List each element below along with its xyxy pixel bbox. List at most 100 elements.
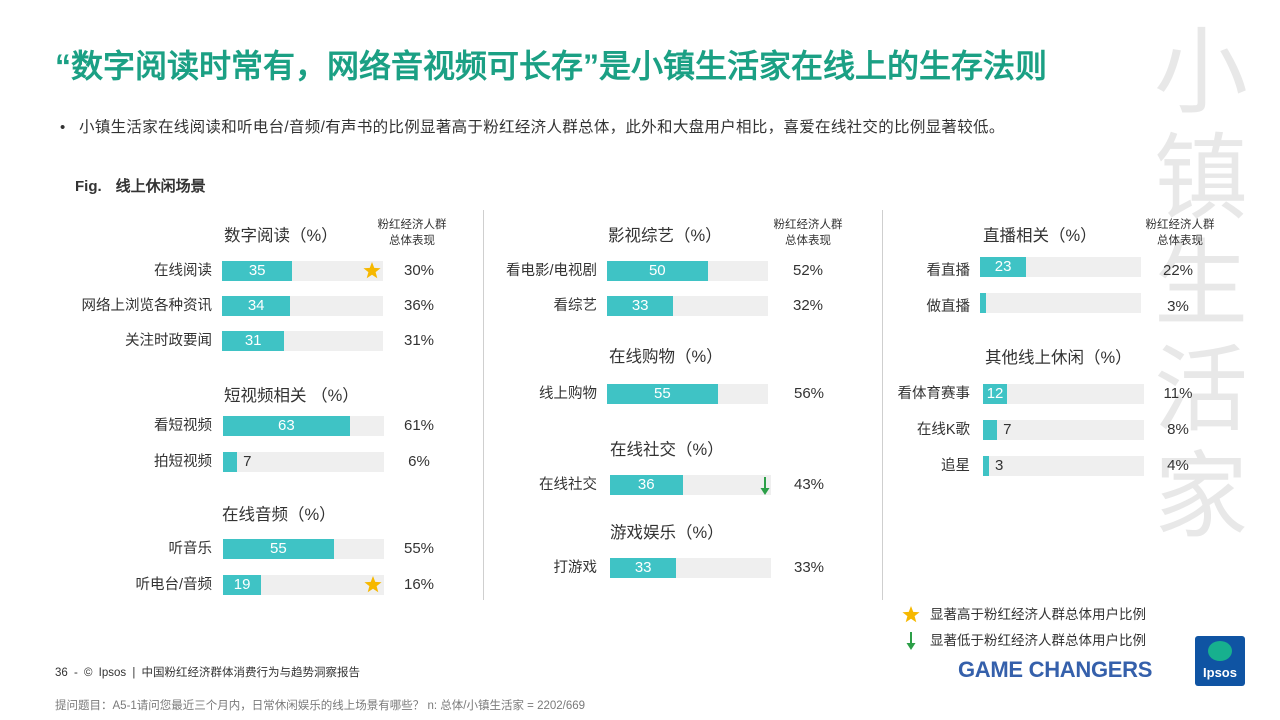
benchmark-value: 33% <box>779 558 839 578</box>
bar <box>610 475 683 495</box>
benchmark-suffix: % <box>1179 385 1193 402</box>
bar <box>223 575 262 595</box>
benchmark-number: 61 <box>403 417 421 434</box>
benchmark-number: 22 <box>1162 262 1180 279</box>
value-label: 63 <box>278 417 295 434</box>
benchmark-suffix: % <box>420 417 435 434</box>
row-label: 听电台/音频 <box>135 577 212 593</box>
chart-title: 短视频相关 （%） <box>224 387 359 405</box>
column-divider <box>882 210 883 600</box>
benchmark-number: 31 <box>403 332 421 349</box>
benchmark-number: 36 <box>403 297 421 314</box>
benchmark-header: 粉红经济人群 总体表现 <box>367 217 457 249</box>
bar <box>223 539 334 559</box>
bar <box>983 420 998 440</box>
benchmark-header: 粉红经济人群 总体表现 <box>1135 217 1225 249</box>
row-label: 看体育赛事 <box>897 386 971 402</box>
benchmark-header-line: 总体表现 <box>1157 235 1203 247</box>
benchmark-header-line: 粉红经济人群 <box>773 219 843 231</box>
bar <box>607 261 708 281</box>
row-label: 在线K歌 <box>916 422 970 438</box>
bar <box>980 257 1027 277</box>
bar <box>222 296 291 316</box>
value-label: 33 <box>631 297 649 314</box>
bar-track <box>223 452 384 472</box>
benchmark-value: 16% <box>389 575 449 595</box>
legend-text: 显著高于粉红经济人群总体用户比例 <box>930 607 1146 622</box>
legend-item-higher: 显著高于粉红经济人群总体用户比例 <box>902 605 1146 625</box>
row-label: 看直播 <box>926 263 971 279</box>
benchmark-suffix: % <box>420 262 435 279</box>
row-label: 在线社交 <box>539 477 597 493</box>
benchmark-suffix: % <box>1179 262 1194 279</box>
benchmark-header-line: 粉红经济人群 <box>377 219 447 231</box>
benchmark-header-line: 总体表现 <box>389 235 435 247</box>
figure-label: Fig. <box>75 178 102 195</box>
benchmark-number: 43 <box>793 476 811 493</box>
bar <box>223 416 350 436</box>
benchmark-value: 32% <box>778 296 838 316</box>
down-arrow-icon <box>760 477 770 495</box>
value-label: 50 <box>648 262 666 279</box>
bar <box>222 261 293 281</box>
benchmark-number: 8 <box>1167 421 1176 438</box>
figure-caption: Fig. 线上休闲场景 <box>75 177 206 197</box>
benchmark-value: 6% <box>389 452 449 472</box>
row-label: 在线阅读 <box>154 263 212 279</box>
benchmark-suffix: % <box>1175 421 1189 438</box>
star-icon <box>364 576 382 593</box>
value-label: 35 <box>248 262 266 279</box>
survey-question-note: 提问题目：A5-1请问您最近三个月内，日常休闲娱乐的线上场景有哪些？ n: 总体… <box>55 700 586 712</box>
benchmark-suffix: % <box>416 453 430 470</box>
value-label: 23 <box>994 258 1012 275</box>
bar <box>983 384 1008 404</box>
row-label: 看综艺 <box>553 298 598 314</box>
chart-title: 在线购物（%） <box>609 348 723 366</box>
benchmark-value: 8% <box>1148 420 1208 440</box>
figure-title: 线上休闲场景 <box>115 178 206 195</box>
bar <box>983 456 989 476</box>
benchmark-number: 30 <box>403 262 421 279</box>
benchmark-suffix: % <box>420 332 435 349</box>
value-label: 19 <box>233 576 251 593</box>
chart-title: 直播相关（%） <box>983 227 1097 245</box>
ipsos-logo: Ipsos <box>1195 636 1245 686</box>
bar-track <box>980 293 1141 313</box>
row-label: 做直播 <box>926 299 971 315</box>
benchmark-number: 56 <box>793 385 811 402</box>
benchmark-number: 11 <box>1163 385 1180 402</box>
benchmark-value: 43% <box>779 475 839 495</box>
bar <box>980 293 986 313</box>
bar-track <box>223 575 384 595</box>
bar <box>610 558 677 578</box>
legend-item-lower: 显著低于粉红经济人群总体用户比例 <box>902 631 1146 651</box>
benchmark-number: 33 <box>793 559 811 576</box>
benchmark-suffix: % <box>420 540 435 557</box>
chart-title: 其他线上休闲（%） <box>985 349 1132 367</box>
benchmark-number: 16 <box>403 576 421 593</box>
value-label: 36 <box>637 476 655 493</box>
chart-title: 数字阅读（%） <box>224 227 338 245</box>
chart-title: 游戏娱乐（%） <box>610 524 724 542</box>
benchmark-value: 61% <box>389 416 449 436</box>
legend-text: 显著低于粉红经济人群总体用户比例 <box>930 633 1146 648</box>
page-title: “数字阅读时常有，网络音视频可长存”是小镇生活家在线上的生存法则 <box>55 48 1048 84</box>
row-label: 拍短视频 <box>154 454 212 470</box>
bar <box>223 452 238 472</box>
star-icon <box>363 262 381 279</box>
bar-track <box>983 420 1144 440</box>
down-arrow-icon <box>906 632 916 650</box>
benchmark-number: 52 <box>792 262 810 279</box>
benchmark-header: 粉红经济人群 总体表现 <box>763 217 853 249</box>
benchmark-header-line: 粉红经济人群 <box>1145 219 1215 231</box>
benchmark-number: 55 <box>403 540 421 557</box>
benchmark-value: 31% <box>389 331 449 351</box>
logo-bubble-shape <box>1208 641 1232 661</box>
benchmark-header-line: 总体表现 <box>785 235 831 247</box>
bullet-symbol: • <box>60 119 66 136</box>
bar-track <box>983 384 1144 404</box>
value-label: 7 <box>243 453 252 470</box>
row-label: 追星 <box>941 458 970 474</box>
